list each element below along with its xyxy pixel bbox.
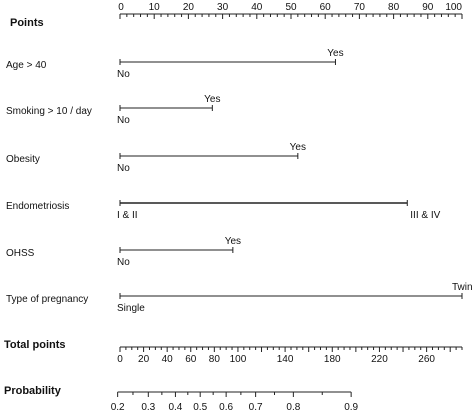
points-tick-label: 60 <box>320 2 332 13</box>
probability-tick-label: 0.2 <box>111 402 125 412</box>
points-axis-label: Points <box>10 17 44 29</box>
level-label-obesity: Yes <box>290 142 306 153</box>
total-points-tick-label: 180 <box>324 354 341 365</box>
total-points-label: Total points <box>4 339 66 351</box>
predictor-label-endometriosis: Endometriosis <box>6 201 69 212</box>
predictor-label-type-of-pregnancy: Type of pregnancy <box>6 294 88 305</box>
total-points-tick-label: 80 <box>209 354 221 365</box>
probability-tick-label: 0.6 <box>219 402 233 412</box>
points-tick-label: 70 <box>354 2 366 13</box>
level-label-smoking-10-day: Yes <box>204 94 220 105</box>
level-label-ohss: Yes <box>225 236 241 247</box>
points-tick-label: 80 <box>388 2 400 13</box>
probability-axis: Probability 0.2 0.3 0.4 0.5 0.6 0.7 0.8 0.9 <box>4 385 359 412</box>
points-axis: Points 0 10 20 30 40 50 60 70 80 90 100 <box>10 2 463 29</box>
probability-tick-label: 0.8 <box>286 402 300 412</box>
points-tick-label: 50 <box>285 2 297 13</box>
total-points-tick-label: 20 <box>138 354 150 365</box>
level-label-age-40: No <box>117 69 130 80</box>
probability-tick-label: 0.3 <box>141 402 155 412</box>
predictor-label-smoking-10-day: Smoking > 10 / day <box>6 106 92 117</box>
total-points-axis: Total points 0 20 40 60 80 100 140 180 220 260 <box>4 339 463 365</box>
probability-tick-label: 0.7 <box>249 402 263 412</box>
level-label-type-of-pregnancy: Twin <box>452 282 473 293</box>
level-label-type-of-pregnancy: Single <box>117 303 145 314</box>
level-label-smoking-10-day: No <box>117 115 130 126</box>
level-label-endometriosis: III & IV <box>410 210 440 221</box>
level-label-age-40: Yes <box>327 48 343 59</box>
points-tick-label: 20 <box>183 2 195 13</box>
total-points-tick-label: 100 <box>230 354 247 365</box>
total-points-tick-label: 60 <box>185 354 197 365</box>
points-tick-label: 90 <box>422 2 434 13</box>
total-points-tick-label: 220 <box>371 354 388 365</box>
level-label-endometriosis: I & II <box>117 210 138 221</box>
predictor-label-ohss: OHSS <box>6 248 35 259</box>
points-tick-label: 0 <box>118 2 124 13</box>
points-tick-label: 100 <box>445 2 462 13</box>
total-points-tick-label: 260 <box>418 354 435 365</box>
probability-tick-label: 0.9 <box>344 402 358 412</box>
points-tick-label: 40 <box>251 2 263 13</box>
predictor-label-obesity: Obesity <box>6 154 40 165</box>
total-points-tick-label: 0 <box>117 354 123 365</box>
level-label-obesity: No <box>117 163 130 174</box>
probability-tick-label: 0.5 <box>193 402 207 412</box>
probability-label: Probability <box>4 385 62 397</box>
points-tick-label: 30 <box>217 2 229 13</box>
total-points-tick-label: 40 <box>162 354 174 365</box>
probability-tick-label: 0.4 <box>168 402 182 412</box>
points-tick-label: 10 <box>149 2 161 13</box>
predictor-rows: Age > 40 No Yes Smoking > 10 / day No Yes Obes… <box>6 48 473 314</box>
level-label-ohss: No <box>117 257 130 268</box>
total-points-tick-label: 140 <box>277 354 294 365</box>
predictor-label-age-40: Age > 40 <box>6 60 47 71</box>
